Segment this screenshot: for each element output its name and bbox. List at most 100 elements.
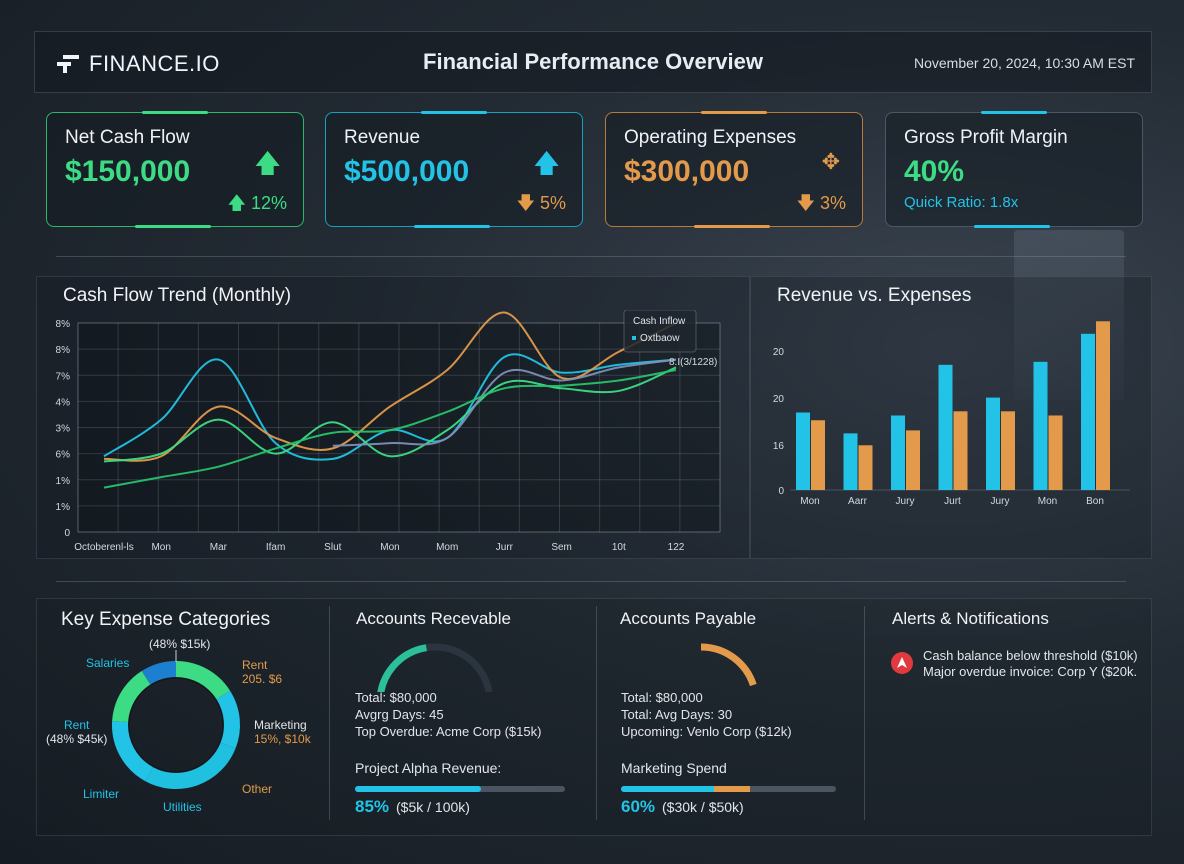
header-datetime: November 20, 2024, 10:30 AM EST — [913, 55, 1135, 71]
logo-icon — [57, 55, 79, 73]
page-title: Financial Performance Overview — [423, 49, 763, 74]
alert-arrow-icon — [897, 657, 907, 668]
revexp-title: Revenue vs. Expenses — [777, 285, 972, 306]
revenue-bar — [1033, 361, 1048, 490]
receivable-progress-fill — [355, 786, 481, 792]
y-tick-label: 1% — [56, 476, 71, 487]
y-tick-label: 8% — [56, 345, 71, 356]
x-tick-label: Mon — [380, 542, 399, 553]
header-bar: FINANCE.IO Financial Performance Overvie… — [34, 31, 1152, 93]
kpi-value: $150,000 — [65, 155, 191, 188]
alert-item[interactable]: Cash balance below threshold ($10k) — [923, 648, 1138, 663]
x-tick-label: Mon — [800, 496, 819, 507]
donut-slice-rent — [112, 670, 151, 723]
kpi-card-revenue[interactable]: Revenue $500,000 🡅 🡇 5% — [325, 111, 583, 228]
receivable-total: Total: $80,000 — [355, 690, 437, 705]
alert-item[interactable]: Major overdue invoice: Corp Y ($20k. — [923, 664, 1138, 679]
x-tick-label: Aarr — [848, 496, 868, 507]
kpi-card-gross-profit-margin[interactable]: Gross Profit Margin 40% Quick Ratio: 1.8… — [885, 111, 1143, 228]
donut-slice-salaries — [141, 661, 177, 685]
expense-label-rent-right: Rent — [242, 658, 268, 672]
alert-icon[interactable] — [891, 652, 913, 674]
scatter-icon: ✥ — [821, 149, 840, 174]
divider — [56, 256, 1126, 257]
card-accent-bottom — [694, 225, 770, 228]
divider — [864, 606, 865, 820]
kpi-change: 🡇 3% — [796, 191, 846, 221]
card-accent-bottom — [135, 225, 211, 228]
up-arrow-icon: 🡅 — [533, 148, 560, 178]
payable-days: Total: Avg Days: 30 — [621, 707, 733, 722]
expense-label-marketing-value: 15%, $10k — [254, 732, 311, 746]
card-accent-bottom — [974, 225, 1050, 228]
kpi-card-operating-expenses[interactable]: Operating Expenses $300,000 ✥ 🡇 3% — [605, 111, 863, 228]
kpi-change-value: 3% — [819, 193, 846, 213]
legend-box — [623, 310, 697, 353]
up-arrow-icon: 🡅 — [227, 193, 251, 213]
payable-upcoming: Upcoming: Venlo Corp ($12k) — [621, 724, 792, 739]
expense-donut-chart — [112, 650, 240, 789]
alerts-title: Alerts & Notifications — [892, 609, 1049, 628]
kpi-card-net-cash-flow[interactable]: Net Cash Flow $150,000 🡅 🡅 12% — [46, 111, 304, 228]
receivable-progress-pct: 85% — [355, 797, 390, 816]
card-accent-top — [421, 111, 487, 114]
cashflow-chart: 8% 8% 7% 4% 3% 6% 1% 1% 0 Octoberenl-ls Mon Mar Ifam… — [56, 310, 721, 553]
payable-gauge — [700, 643, 757, 687]
payable-progress-pct: 60% — [621, 797, 656, 816]
donut-slice-utilities — [112, 720, 154, 782]
expense-label-rent-left-value: (48% $45k) — [46, 732, 108, 746]
kpi-change: 🡇 5% — [516, 191, 566, 221]
receivable-days: Avgrg Days: 45 — [355, 707, 444, 722]
y-tick-label: 16 — [773, 441, 785, 452]
divider — [596, 606, 597, 820]
expense-bar — [1001, 411, 1015, 490]
legend-note: 8.I(3/1228) — [669, 357, 717, 368]
receivable-overdue: Top Overdue: Acme Corp ($15k) — [355, 724, 542, 739]
kpi-value: $500,000 — [344, 155, 470, 188]
y-tick-label: 20 — [773, 394, 785, 405]
payable-progress-fill — [621, 786, 750, 792]
expense-label-utilities: Utilities — [163, 800, 202, 814]
payable-title: Accounts Payable — [620, 609, 757, 628]
legend-outflow: Oxtbaow — [640, 333, 680, 344]
expense-label-marketing: Marketing — [254, 718, 307, 732]
y-tick-label: 4% — [56, 397, 71, 408]
gauge-fill — [700, 643, 757, 687]
x-tick-label: Mom — [436, 542, 458, 553]
y-tick-label: 0 — [778, 486, 784, 497]
expense-bar — [953, 411, 968, 490]
kpi-label: Gross Profit Margin — [904, 127, 1068, 148]
expense-label-salaries: Salaries — [86, 656, 130, 670]
expense-bar — [906, 430, 920, 490]
kpi-value: $300,000 — [624, 155, 750, 188]
up-arrow-icon: 🡅 — [254, 148, 281, 178]
expense-label-rent-right-value: 205. $6 — [242, 672, 283, 686]
expense-bar — [1096, 321, 1110, 490]
x-tick-label: Mon — [1038, 496, 1057, 507]
x-tick-label: Jury — [991, 496, 1010, 507]
kpi-quick-ratio: Quick Ratio: 1.8x — [904, 194, 1019, 211]
kpi-label: Net Cash Flow — [65, 127, 190, 148]
expense-bar — [811, 420, 825, 490]
legend-inflow: Cash Inflow — [633, 316, 686, 327]
donut-slice-rent — [175, 661, 231, 700]
x-tick-label: Sem — [551, 542, 572, 553]
expense-label-rent-left: Rent — [64, 718, 90, 732]
gauge-track — [377, 643, 493, 692]
down-arrow-icon: 🡇 — [516, 193, 540, 213]
revexp-chart: 20 20 16 0 Mon Aarr Jury Jurt Jury Mon Bon — [773, 321, 1130, 507]
revenue-bar — [986, 397, 1000, 490]
receivable-gauge — [377, 643, 493, 692]
kpi-value: 40% — [904, 155, 965, 188]
expense-title: Key Expense Categories — [61, 609, 271, 630]
brand-logo[interactable]: FINANCE.IO — [57, 51, 220, 77]
revenue-bar — [891, 415, 905, 490]
kpi-change-value: 5% — [539, 193, 566, 213]
y-tick-label: 20 — [773, 347, 785, 358]
x-tick-label: Jurt — [944, 496, 961, 507]
donut-slice-other — [145, 742, 236, 789]
receivable-progress-detail: ($5k / 100k) — [396, 799, 470, 815]
expense-label-limiter: Limiter — [83, 787, 120, 801]
payable-total: Total: $80,000 — [621, 690, 703, 705]
divider — [56, 581, 1126, 582]
